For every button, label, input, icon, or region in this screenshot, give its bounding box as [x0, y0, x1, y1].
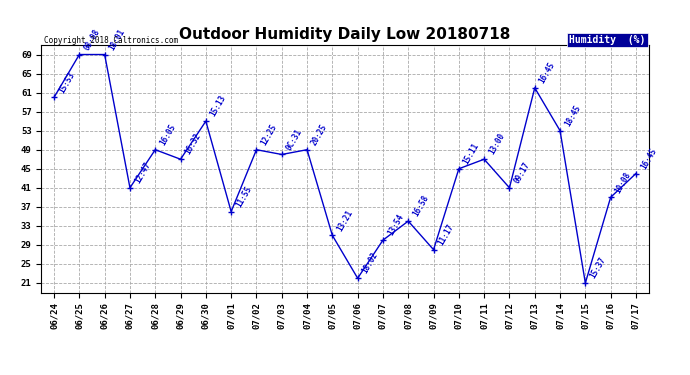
Text: 15:53: 15:53	[57, 70, 76, 94]
Text: 18:01: 18:01	[108, 27, 127, 52]
Text: 11:17: 11:17	[436, 222, 455, 247]
Text: 11:55: 11:55	[234, 184, 253, 209]
Text: 08:08: 08:08	[82, 27, 101, 52]
Title: Outdoor Humidity Daily Low 20180718: Outdoor Humidity Daily Low 20180718	[179, 27, 511, 42]
Text: 15:37: 15:37	[588, 256, 607, 280]
Text: Humidity  (%): Humidity (%)	[569, 35, 646, 45]
Text: 16:32: 16:32	[184, 132, 203, 156]
Text: 18:02: 18:02	[360, 251, 380, 276]
Text: 13:00: 13:00	[487, 132, 506, 156]
Text: 20:25: 20:25	[310, 122, 329, 147]
Text: Copyright 2018 Caltronics.com: Copyright 2018 Caltronics.com	[44, 36, 179, 45]
Text: 16:05: 16:05	[158, 122, 177, 147]
Text: 0C:31: 0C:31	[284, 127, 304, 152]
Text: 13:54: 13:54	[386, 213, 405, 237]
Text: 18:45: 18:45	[563, 104, 582, 128]
Text: 12:25: 12:25	[259, 122, 279, 147]
Text: 16:58: 16:58	[411, 194, 431, 218]
Text: 10:08: 10:08	[613, 170, 633, 195]
Text: 16:45: 16:45	[639, 146, 658, 171]
Text: 16:45: 16:45	[538, 60, 557, 85]
Text: 15:13: 15:13	[208, 94, 228, 118]
Text: 13:21: 13:21	[335, 208, 355, 232]
Text: 15:11: 15:11	[462, 141, 481, 166]
Text: 12:47: 12:47	[132, 160, 152, 185]
Text: 09:17: 09:17	[512, 160, 531, 185]
